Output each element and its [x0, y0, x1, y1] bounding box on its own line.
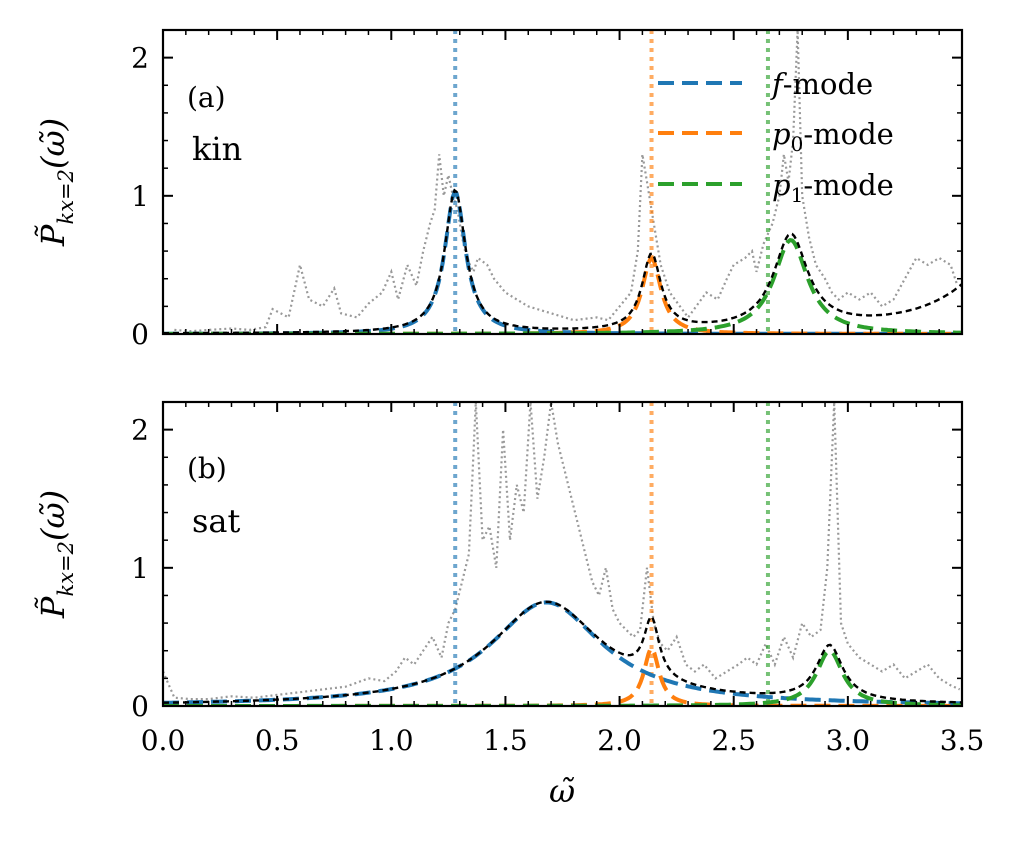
x-tick-label: 3.0 — [826, 724, 871, 757]
x-tick-label: 2.0 — [597, 724, 642, 757]
panel-b-ytick-label: 1 — [131, 552, 149, 585]
panel-b-frame — [161, 400, 964, 708]
panel-b-raw-spectrum — [163, 402, 961, 701]
panel-b-ytick-label: 0 — [131, 690, 149, 723]
legend-symbol-p1: p — [772, 168, 791, 202]
x-tick-labels: 0.0 0.5 1.0 1.5 2.0 2.5 3.0 3.5 — [141, 724, 985, 757]
panel-a-ticks: 0 1 2 — [131, 29, 963, 351]
ylabel-arg: (ω̃) — [34, 490, 72, 541]
x-tick-label: 2.5 — [711, 724, 756, 757]
panel-b-ytick-label: 2 — [131, 414, 149, 447]
panel-a-tag: (a) — [187, 81, 226, 114]
x-axis-label: ω̃ — [549, 772, 575, 810]
legend-suffix-p1: -mode — [803, 168, 893, 202]
legend-suffix-p0: -mode — [803, 117, 893, 151]
panel-a-ytick-label: 2 — [131, 42, 149, 75]
panel-b-label: sat — [192, 502, 241, 540]
legend-suffix-f: -mode — [783, 67, 873, 101]
panel-a-raw-spectrum — [174, 30, 959, 333]
panel-b-ylabel: P̃kx=2(ω̃) — [34, 490, 78, 619]
x-tick-label: 1.5 — [483, 724, 528, 757]
x-tick-label: 0.5 — [255, 724, 300, 757]
ylabel-sub: kx=2 — [54, 541, 78, 597]
legend-label-p1-mode: p1-mode — [772, 168, 894, 207]
panel-b-data-layer — [163, 402, 962, 706]
panel-a-total-fit — [163, 188, 962, 334]
ylabel-main: P̃ — [34, 596, 72, 619]
panel-a-p1-fit — [163, 237, 962, 334]
panel-a-ylabel: P̃kx=2(ω̃) — [34, 118, 78, 247]
panel-b-ticks: 0 1 2 — [131, 401, 963, 723]
panel-b-f-fit — [163, 600, 962, 706]
panel-a-ytick-label: 1 — [131, 180, 149, 213]
panel-a-label: kin — [192, 130, 242, 168]
legend-entry-p0-mode: p0-mode — [658, 117, 894, 156]
panel-a: 0 1 2 (a) kin P̃kx=2(ω̃) — [34, 28, 964, 351]
legend-subscript-p0: 0 — [791, 132, 804, 156]
ylabel-sub: kx=2 — [54, 169, 78, 225]
x-tick-label: 0.0 — [141, 724, 186, 757]
panel-a-f-fit — [163, 188, 962, 334]
ylabel-arg: (ω̃) — [34, 118, 72, 169]
legend-entry-f-mode: f-mode — [658, 67, 873, 101]
panel-b-p0-fit — [163, 646, 962, 706]
legend-label-p0-mode: p0-mode — [772, 117, 894, 156]
panel-a-ytick-label: 0 — [131, 318, 149, 351]
ylabel-main: P̃ — [34, 224, 72, 247]
panel-a-frame — [161, 28, 964, 336]
legend-label-f-mode: f-mode — [770, 67, 873, 101]
x-tick-label: 3.5 — [940, 724, 985, 757]
x-tick-label: 1.0 — [369, 724, 414, 757]
legend: f-mode p0-mode p1-mode — [658, 67, 894, 207]
panel-b-tag: (b) — [187, 452, 227, 485]
legend-symbol-p0: p — [772, 117, 791, 151]
legend-entry-p1-mode: p1-mode — [658, 168, 894, 207]
panel-b: 0 1 2 (b) sat P̃kx=2(ω̃) — [34, 400, 964, 723]
legend-subscript-p1: 1 — [791, 183, 804, 207]
panel-b-total-fit — [163, 600, 962, 704]
